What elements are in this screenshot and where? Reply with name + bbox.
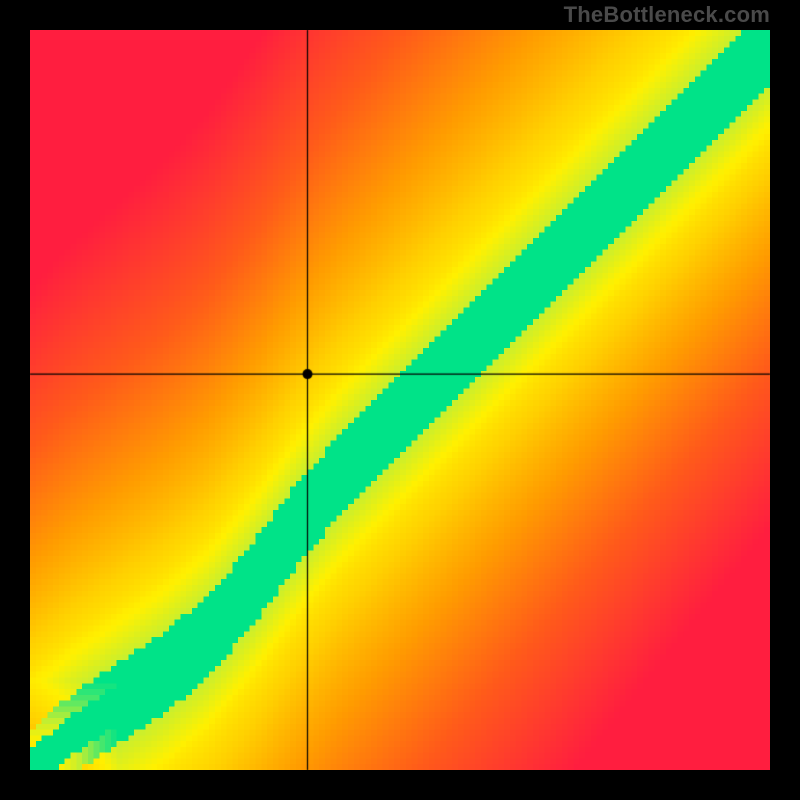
crosshair-overlay — [0, 0, 800, 800]
watermark-text: TheBottleneck.com — [564, 2, 770, 28]
chart-container: TheBottleneck.com — [0, 0, 800, 800]
